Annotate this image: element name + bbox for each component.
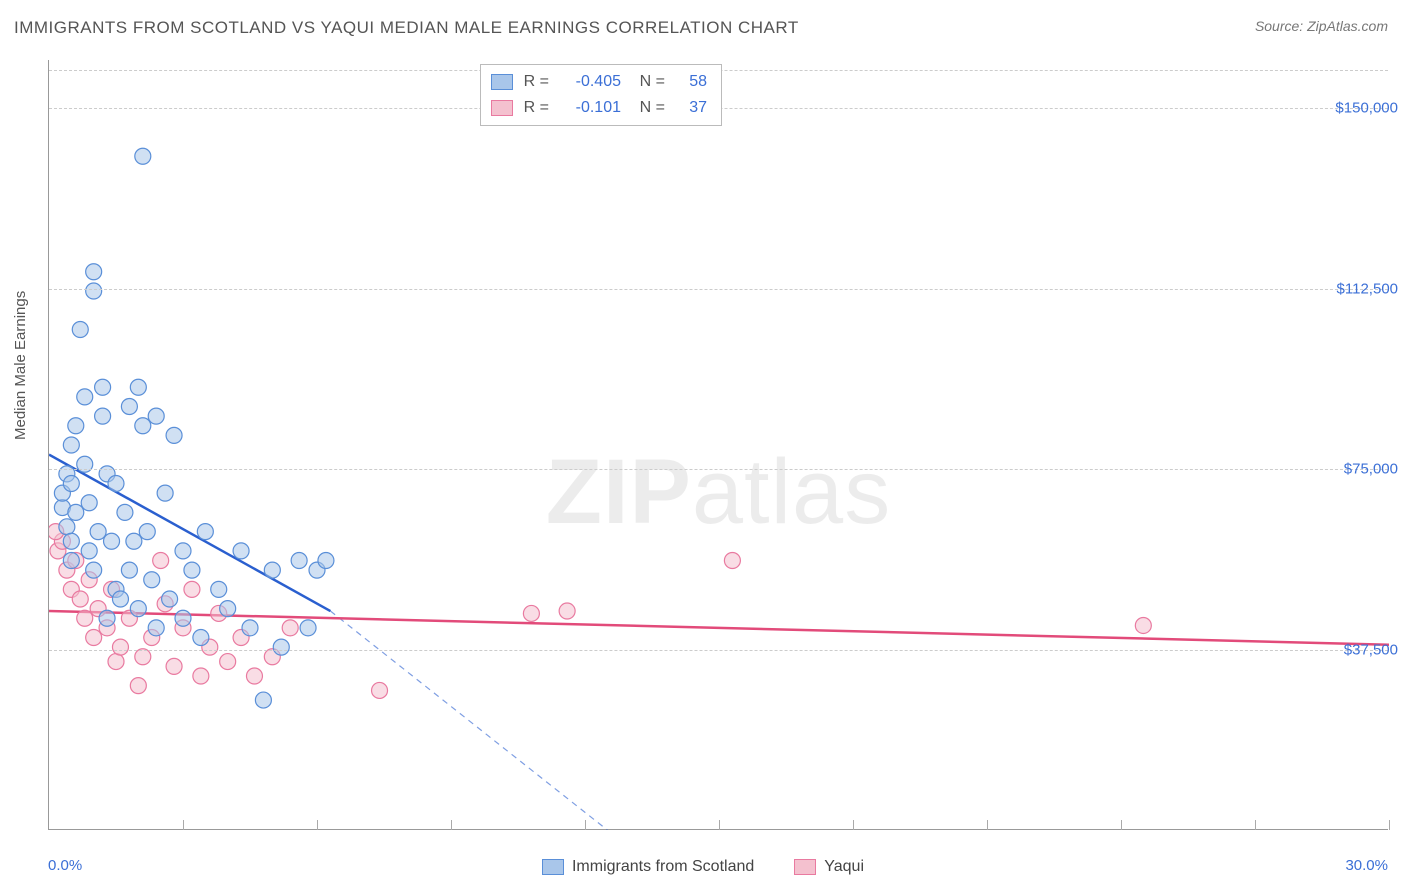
source-credit: Source: ZipAtlas.com [1255, 18, 1388, 34]
x-tick [317, 820, 318, 830]
x-tick [987, 820, 988, 830]
stats-row: R =-0.101N =37 [491, 95, 707, 121]
x-tick [1121, 820, 1122, 830]
plot-area: ZIPatlas [48, 60, 1388, 830]
y-axis-label: Median Male Earnings [12, 291, 29, 440]
x-tick [1389, 820, 1390, 830]
x-axis-max-label: 30.0% [1345, 857, 1388, 874]
correlation-stats-box: R =-0.405N =58R =-0.101N =37 [480, 64, 722, 126]
x-tick [1255, 820, 1256, 830]
x-tick [853, 820, 854, 830]
x-tick [585, 820, 586, 830]
gridline-h [49, 469, 1388, 470]
scatter-svg [49, 60, 1389, 830]
legend-item: Yaqui [794, 858, 864, 876]
y-tick-label: $75,000 [1344, 461, 1398, 478]
legend-item: Immigrants from Scotland [542, 858, 754, 876]
x-tick [451, 820, 452, 830]
x-tick [183, 820, 184, 830]
chart-title: IMMIGRANTS FROM SCOTLAND VS YAQUI MEDIAN… [14, 18, 799, 38]
x-axis-min-label: 0.0% [48, 857, 82, 874]
gridline-h [49, 289, 1388, 290]
legend: Immigrants from Scotland Yaqui [0, 858, 1406, 876]
y-tick-label: $112,500 [1337, 280, 1398, 297]
stats-row: R =-0.405N =58 [491, 69, 707, 95]
y-tick-label: $37,500 [1344, 641, 1398, 658]
y-tick-label: $150,000 [1335, 100, 1398, 117]
gridline-h [49, 650, 1388, 651]
x-tick [719, 820, 720, 830]
